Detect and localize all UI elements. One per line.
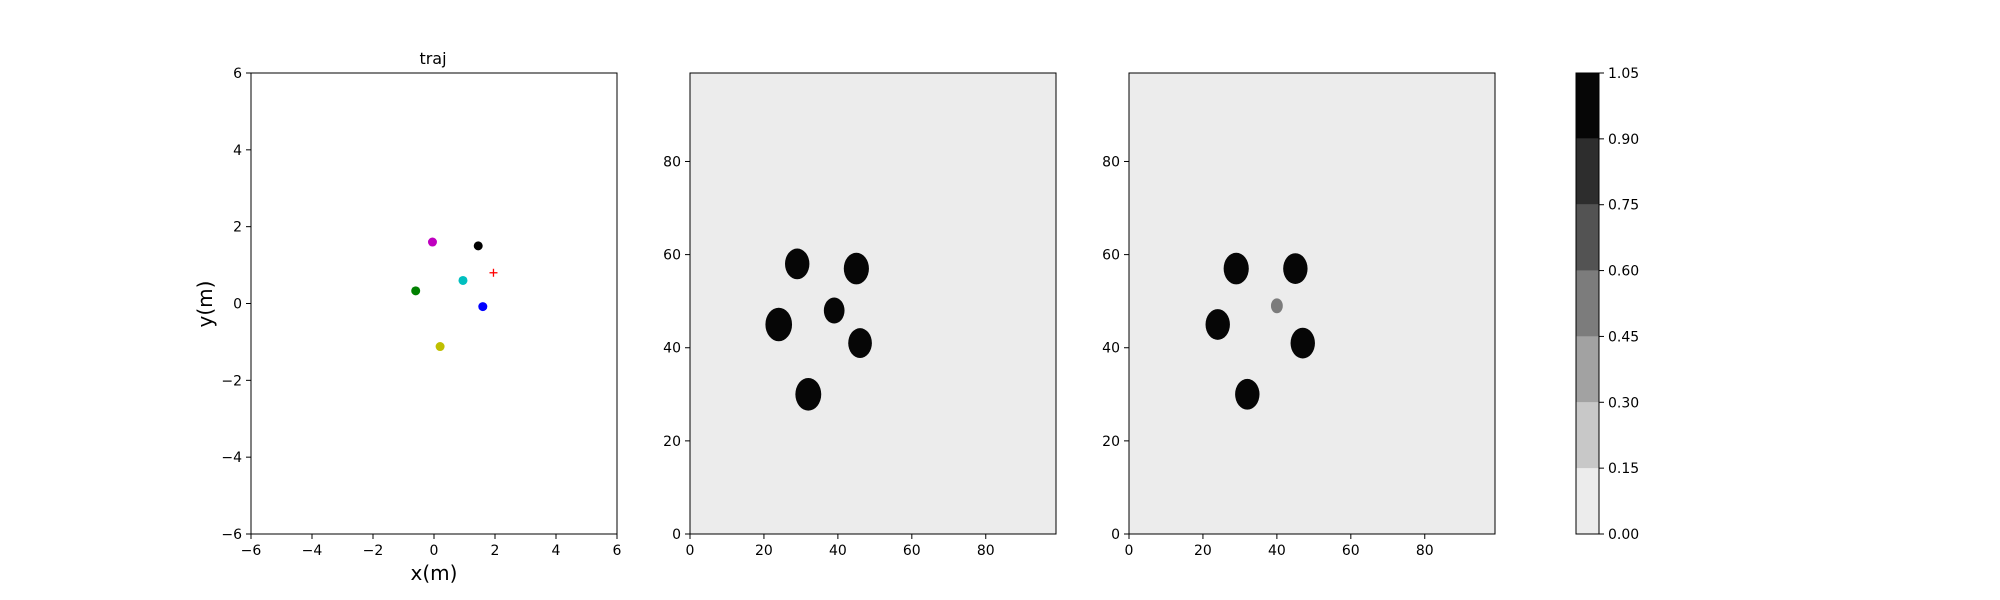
y-tick-label: 80 bbox=[1102, 154, 1120, 170]
colorbar-band bbox=[1576, 270, 1599, 337]
colorbar-band bbox=[1576, 204, 1599, 271]
x-tick-label: 20 bbox=[1194, 543, 1212, 559]
y-tick-label: 20 bbox=[1102, 434, 1120, 450]
colorbar-band bbox=[1576, 73, 1599, 139]
heatmap-blob bbox=[1223, 252, 1249, 285]
y-tick-label: 2 bbox=[233, 220, 242, 236]
traj-title: traj bbox=[419, 49, 446, 68]
x-tick-label: 40 bbox=[829, 543, 847, 559]
traj-y-ticks: −6 −4 −2 0 2 4 6 bbox=[221, 66, 251, 543]
colorbar-tick-label: 0.00 bbox=[1608, 527, 1639, 543]
colorbar-tick-label: 0.75 bbox=[1608, 198, 1639, 214]
heatmap-blob bbox=[848, 328, 872, 358]
y-tick-label: 40 bbox=[1102, 341, 1120, 357]
x-tick-label: 2 bbox=[491, 543, 500, 559]
colorbar: 0.00 0.15 0.30 0.45 0.60 0.75 0.90 1.05 bbox=[1575, 66, 1639, 543]
y-tick-label: 60 bbox=[1102, 248, 1120, 264]
heatmap-blob bbox=[1283, 253, 1308, 284]
y-tick-label: 40 bbox=[663, 341, 681, 357]
y-tick-label: 0 bbox=[233, 297, 242, 313]
traj-frame bbox=[250, 72, 618, 535]
scatter-point bbox=[435, 342, 445, 352]
traj-panel: traj −6 −4 −2 0 2 4 6 −6 −4 −2 0 2 4 6 x(m) y(m) bbox=[193, 49, 622, 585]
x-tick-label: 6 bbox=[613, 543, 622, 559]
scatter-point bbox=[478, 302, 488, 312]
colorbar-tick-label: 0.45 bbox=[1608, 329, 1639, 345]
colorbar-frame bbox=[1575, 72, 1600, 535]
y-tick-label: 4 bbox=[233, 143, 242, 159]
colorbar-bands bbox=[1576, 73, 1599, 534]
x-tick-label: −4 bbox=[302, 543, 323, 559]
traj-y-axis-label: y(m) bbox=[193, 281, 217, 328]
scatter-point-plus bbox=[489, 268, 498, 277]
heatmap-blob bbox=[843, 252, 869, 285]
y-tick-label: −2 bbox=[221, 373, 242, 389]
y-tick-label: 6 bbox=[233, 66, 242, 82]
x-tick-label: 60 bbox=[903, 543, 921, 559]
colorbar-band bbox=[1576, 336, 1599, 403]
heatmap-blob bbox=[1235, 378, 1260, 410]
x-tick-label: 80 bbox=[977, 543, 995, 559]
colorbar-band bbox=[1576, 402, 1599, 469]
heatmap-blob bbox=[785, 248, 810, 280]
map-1-blobs bbox=[765, 248, 872, 411]
y-tick-label: 0 bbox=[672, 527, 681, 543]
map-2-frame bbox=[1128, 72, 1496, 535]
map-2-y-ticks: 0 20 40 60 80 bbox=[1102, 154, 1129, 543]
x-tick-label: 0 bbox=[686, 543, 695, 559]
map-1-frame bbox=[689, 72, 1057, 535]
y-tick-label: 60 bbox=[663, 248, 681, 264]
x-tick-label: 80 bbox=[1416, 543, 1434, 559]
traj-x-ticks: −6 −4 −2 0 2 4 6 bbox=[241, 534, 622, 559]
map-panel-1: 0 20 40 60 80 0 20 40 60 80 bbox=[663, 72, 1057, 559]
colorbar-tick-label: 0.60 bbox=[1608, 264, 1639, 280]
heatmap-blob bbox=[765, 307, 793, 342]
scatter-point bbox=[458, 275, 468, 285]
map-panel-2: 0 20 40 60 80 0 20 40 60 80 bbox=[1102, 72, 1496, 559]
colorbar-ticks: 0.00 0.15 0.30 0.45 0.60 0.75 0.90 1.05 bbox=[1599, 66, 1639, 543]
scatter-point bbox=[411, 286, 421, 296]
traj-points bbox=[411, 237, 498, 352]
x-tick-label: 4 bbox=[552, 543, 561, 559]
colorbar-tick-label: 0.15 bbox=[1608, 461, 1639, 477]
colorbar-band bbox=[1576, 138, 1599, 205]
map-2-background bbox=[1129, 73, 1495, 534]
heatmap-blob bbox=[823, 297, 845, 324]
scatter-point bbox=[427, 237, 437, 247]
heatmap-blob bbox=[1270, 298, 1283, 314]
colorbar-tick-label: 0.90 bbox=[1608, 132, 1639, 148]
colorbar-tick-label: 1.05 bbox=[1608, 66, 1639, 82]
heatmap-blob bbox=[1205, 309, 1230, 340]
x-tick-label: −2 bbox=[363, 543, 384, 559]
scatter-point bbox=[473, 241, 483, 251]
map-1-x-ticks: 0 20 40 60 80 bbox=[686, 534, 995, 559]
y-tick-label: −6 bbox=[221, 527, 242, 543]
y-tick-label: 80 bbox=[663, 154, 681, 170]
map-1-background bbox=[690, 73, 1056, 534]
x-tick-label: 0 bbox=[1125, 543, 1134, 559]
x-tick-label: 0 bbox=[430, 543, 439, 559]
x-tick-label: 40 bbox=[1268, 543, 1286, 559]
heatmap-blob bbox=[795, 378, 822, 411]
y-tick-label: 0 bbox=[1111, 527, 1120, 543]
map-2-x-ticks: 0 20 40 60 80 bbox=[1125, 534, 1434, 559]
x-tick-label: 20 bbox=[755, 543, 773, 559]
map-1-y-ticks: 0 20 40 60 80 bbox=[663, 154, 690, 543]
y-tick-label: 20 bbox=[663, 434, 681, 450]
map-2-blobs bbox=[1205, 252, 1315, 410]
y-tick-label: −4 bbox=[221, 450, 242, 466]
x-tick-label: −6 bbox=[241, 543, 262, 559]
heatmap-blob bbox=[1290, 327, 1315, 359]
x-tick-label: 60 bbox=[1342, 543, 1360, 559]
colorbar-band bbox=[1576, 468, 1599, 534]
colorbar-tick-label: 0.30 bbox=[1608, 395, 1639, 411]
traj-x-axis-label: x(m) bbox=[411, 561, 458, 585]
